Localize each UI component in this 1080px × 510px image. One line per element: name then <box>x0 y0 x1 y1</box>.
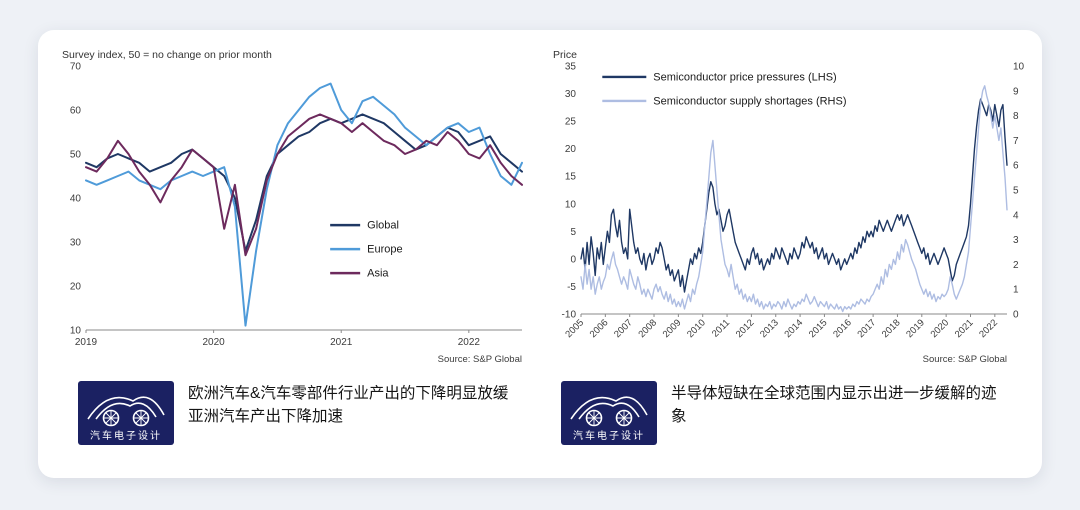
report-card: Survey index, 50 = no change on prior mo… <box>38 30 1042 478</box>
svg-text:2021: 2021 <box>330 337 353 348</box>
svg-text:Europe: Europe <box>367 244 402 256</box>
svg-text:2009: 2009 <box>661 317 684 340</box>
caption-line: 半导体短缺在全球范围内显示出进一步缓解的迹象 <box>671 385 997 426</box>
left-chart-caption: 汽车电子设计 欧洲汽车&汽车零部件行业产出的下降明显放缓 亚洲汽车产出下降加速 <box>60 381 537 445</box>
svg-text:2005: 2005 <box>563 317 586 340</box>
survey-index-chart: Survey index, 50 = no change on prior mo… <box>60 48 529 371</box>
brand-name: 汽车电子设计 <box>573 429 645 442</box>
svg-text:2022: 2022 <box>977 317 1000 340</box>
svg-text:2012: 2012 <box>734 317 757 340</box>
svg-text:Semiconductor price pressures: Semiconductor price pressures (LHS) <box>653 71 836 83</box>
svg-text:2015: 2015 <box>807 317 830 340</box>
brand-name: 汽车电子设计 <box>90 429 162 442</box>
brand-logo: 汽车电子设计 <box>78 381 174 445</box>
car-icon <box>87 396 165 427</box>
svg-text:70: 70 <box>70 62 82 73</box>
svg-text:Survey index, 50 = no change o: Survey index, 50 = no change on prior mo… <box>62 49 272 61</box>
svg-text:20: 20 <box>70 282 82 293</box>
right-caption-text: 半导体短缺在全球范围内显示出进一步缓解的迹象 <box>671 381 1001 429</box>
semiconductor-plot: Price -10 -5 0 5 10 15 20 25 30 35 0 1 2 3 4 5 6 7 8 9 10 2005… <box>551 48 1025 371</box>
svg-text:6: 6 <box>1013 161 1019 172</box>
svg-text:2017: 2017 <box>856 317 879 340</box>
logo-background <box>561 381 657 445</box>
svg-text:2020: 2020 <box>202 337 225 348</box>
svg-text:2021: 2021 <box>953 317 976 340</box>
svg-text:Asia: Asia <box>367 268 389 280</box>
svg-text:2018: 2018 <box>880 317 903 340</box>
charts-row: Survey index, 50 = no change on prior mo… <box>60 48 1025 371</box>
svg-text:50: 50 <box>70 150 82 161</box>
right-chart-caption: 汽车电子设计 半导体短缺在全球范围内显示出进一步缓解的迹象 <box>559 381 1020 445</box>
car-icon <box>570 396 648 427</box>
svg-text:-10: -10 <box>562 310 577 321</box>
svg-text:2020: 2020 <box>929 317 952 340</box>
svg-text:2006: 2006 <box>588 317 611 340</box>
svg-text:2013: 2013 <box>758 317 781 340</box>
svg-text:2010: 2010 <box>685 317 708 340</box>
svg-text:5: 5 <box>1013 186 1019 197</box>
svg-text:2022: 2022 <box>458 337 481 348</box>
caption-line: 欧洲汽车&汽车零部件行业产出的下降明显放缓 <box>188 385 509 402</box>
svg-text:5: 5 <box>570 227 576 238</box>
survey-index-plot: Survey index, 50 = no change on prior mo… <box>60 48 529 371</box>
semiconductor-chart: Price -10 -5 0 5 10 15 20 25 30 35 0 1 2 3 4 5 6 7 8 9 10 2005… <box>551 48 1025 371</box>
svg-text:15: 15 <box>565 172 577 183</box>
svg-text:2019: 2019 <box>904 317 927 340</box>
svg-text:40: 40 <box>70 194 82 205</box>
svg-text:0: 0 <box>570 254 576 265</box>
svg-text:3: 3 <box>1013 235 1019 246</box>
svg-text:20: 20 <box>565 144 577 155</box>
logo-background <box>78 381 174 445</box>
svg-text:2008: 2008 <box>636 317 659 340</box>
brand-logo: 汽车电子设计 <box>561 381 657 445</box>
svg-text:2: 2 <box>1013 260 1019 271</box>
svg-text:0: 0 <box>1013 310 1019 321</box>
caption-line: 亚洲汽车产出下降加速 <box>188 408 344 426</box>
svg-text:Source: S&P Global: Source: S&P Global <box>923 354 1007 365</box>
svg-text:7: 7 <box>1013 136 1019 147</box>
svg-text:1: 1 <box>1013 285 1019 296</box>
captions-row: 汽车电子设计 欧洲汽车&汽车零部件行业产出的下降明显放缓 亚洲汽车产出下降加速 <box>60 381 1020 445</box>
svg-text:2014: 2014 <box>782 317 805 340</box>
svg-text:60: 60 <box>70 106 82 117</box>
svg-text:Price: Price <box>553 49 577 61</box>
svg-text:2011: 2011 <box>710 317 732 339</box>
svg-text:Semiconductor supply shortages: Semiconductor supply shortages (RHS) <box>653 95 846 107</box>
svg-text:2016: 2016 <box>831 317 854 340</box>
svg-text:10: 10 <box>70 326 82 337</box>
svg-text:10: 10 <box>565 199 577 210</box>
svg-text:-5: -5 <box>567 282 576 293</box>
svg-text:8: 8 <box>1013 111 1019 122</box>
svg-text:2019: 2019 <box>75 337 98 348</box>
svg-text:Global: Global <box>367 220 399 232</box>
left-caption-text: 欧洲汽车&汽车零部件行业产出的下降明显放缓 亚洲汽车产出下降加速 <box>188 381 508 429</box>
svg-text:Source: S&P Global: Source: S&P Global <box>438 354 522 365</box>
svg-text:9: 9 <box>1013 86 1019 97</box>
svg-text:30: 30 <box>70 238 82 249</box>
svg-text:2007: 2007 <box>612 317 635 340</box>
svg-text:10: 10 <box>1013 62 1025 73</box>
svg-text:4: 4 <box>1013 210 1019 221</box>
svg-text:30: 30 <box>565 89 577 100</box>
svg-text:35: 35 <box>565 62 577 73</box>
svg-text:25: 25 <box>565 117 577 128</box>
